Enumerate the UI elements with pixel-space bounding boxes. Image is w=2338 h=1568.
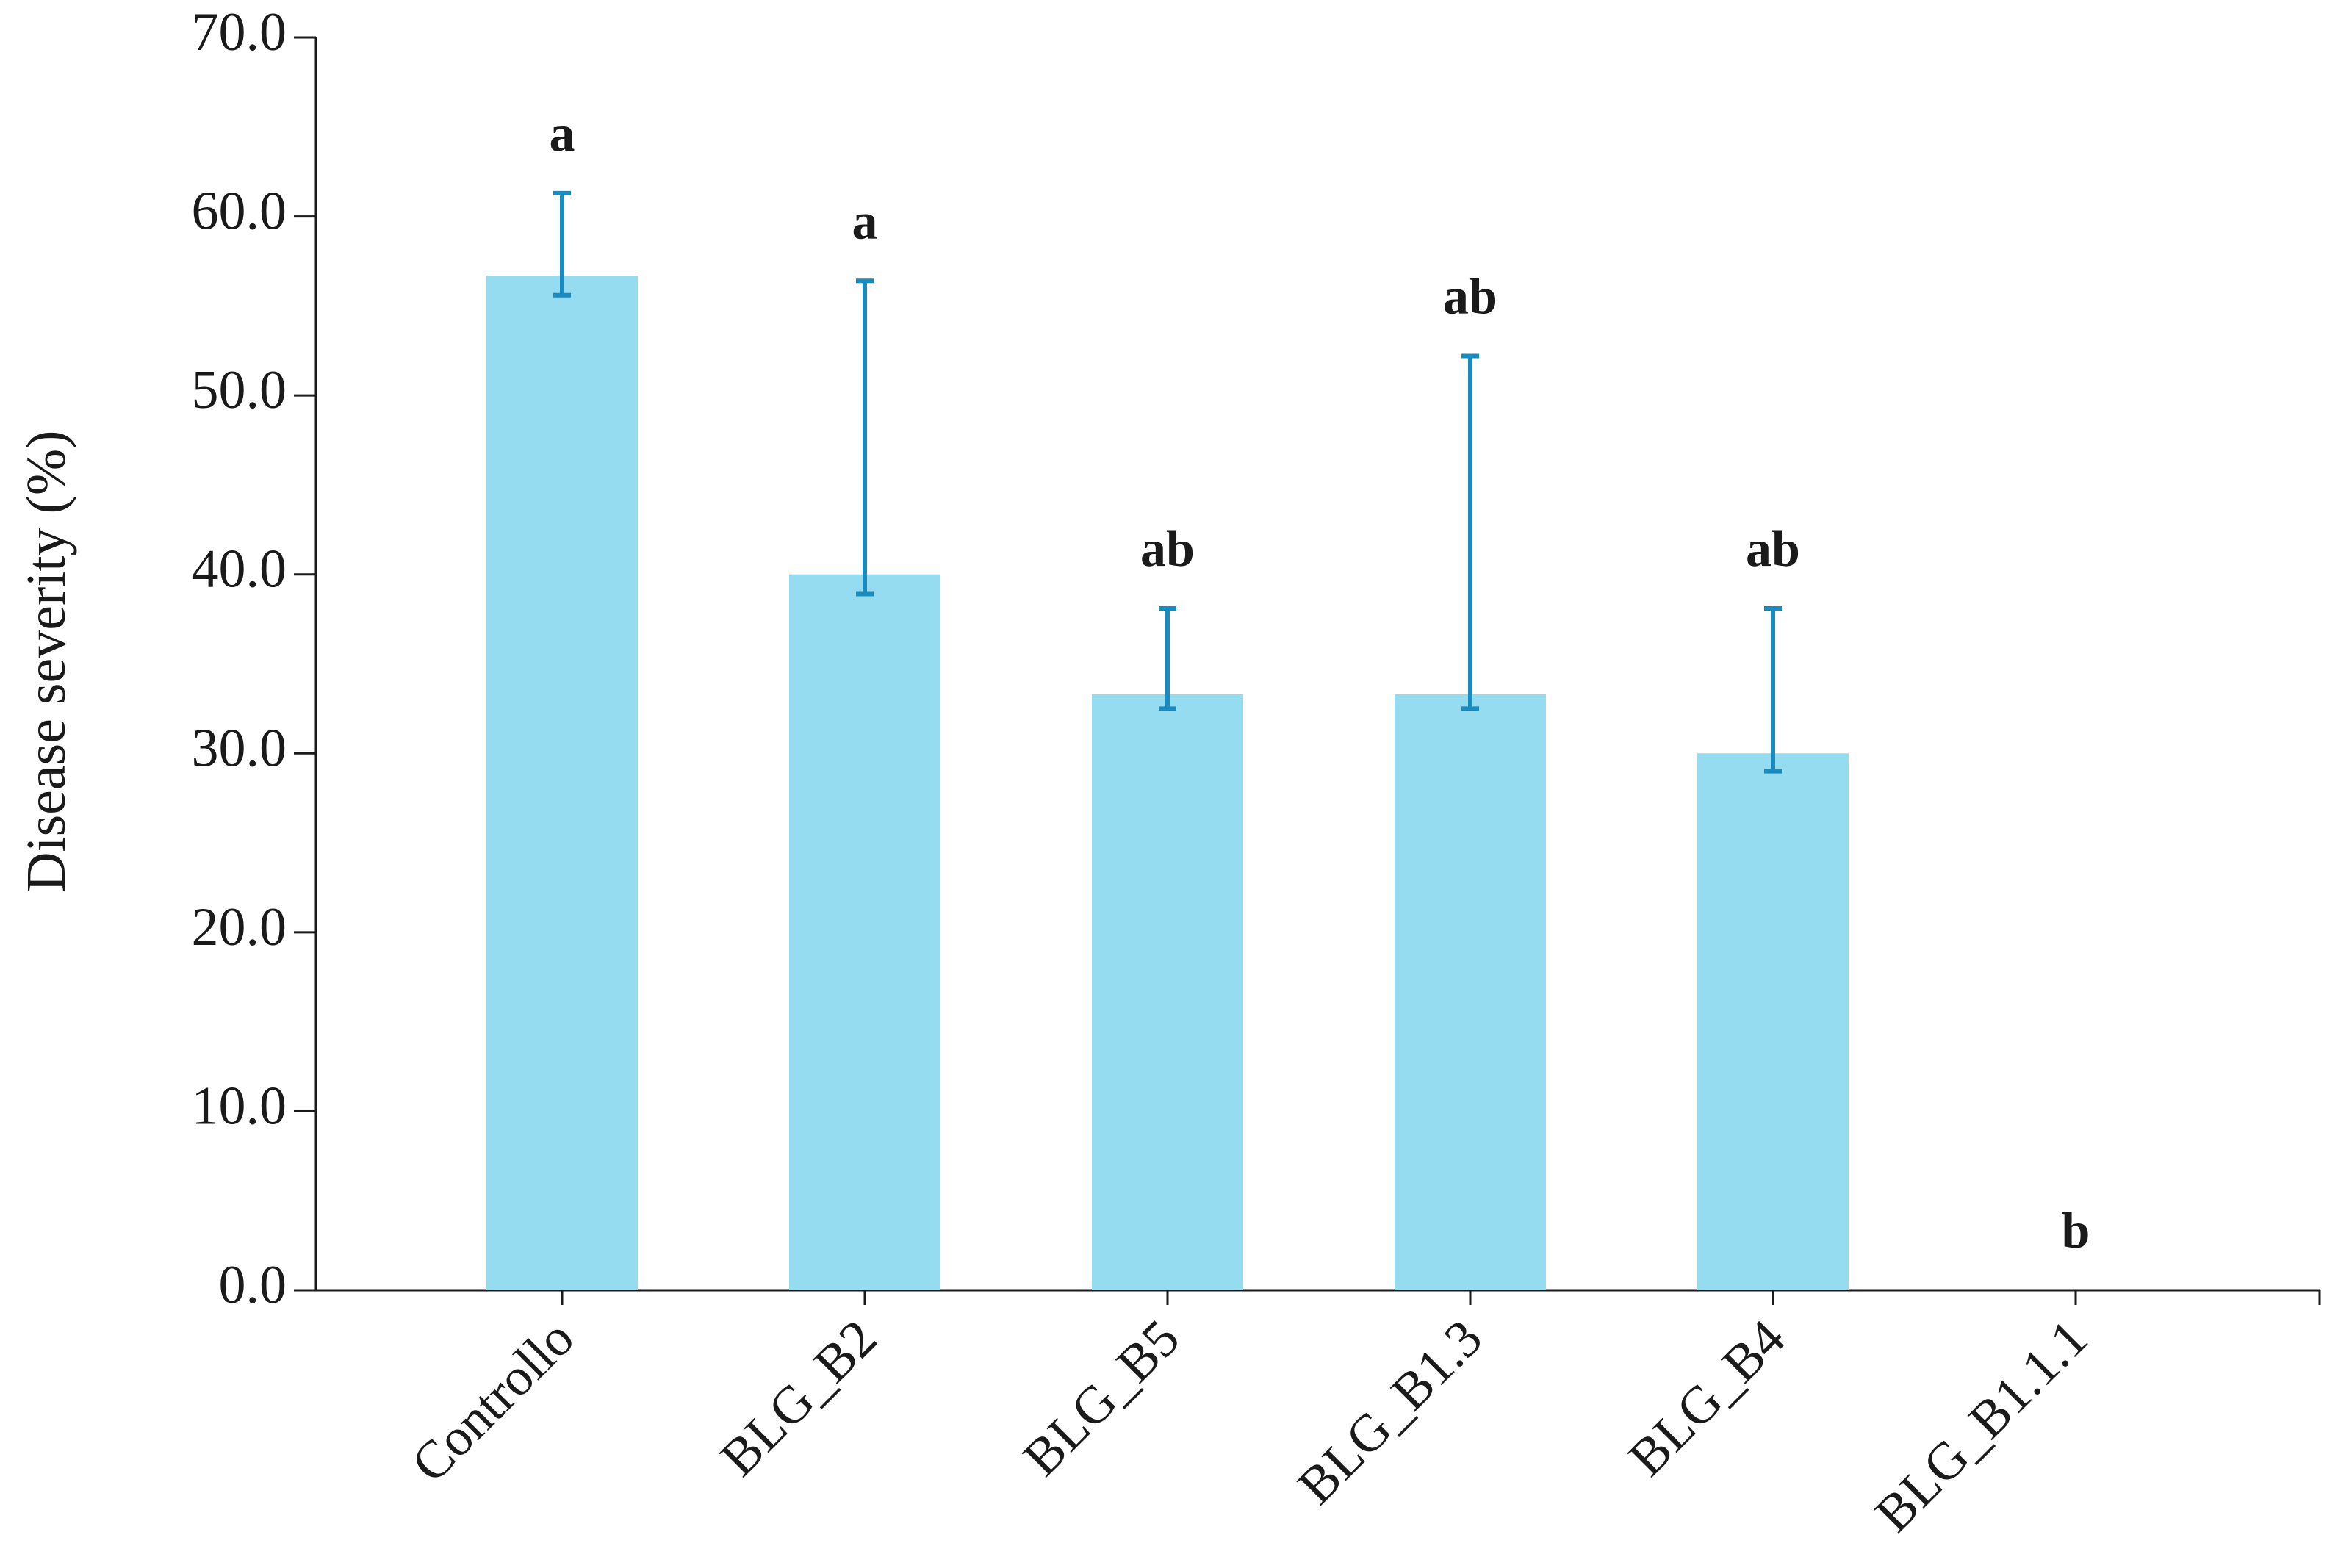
bar: [1697, 753, 1849, 1290]
y-tick-label: 20.0: [192, 897, 287, 957]
error-bar: [553, 190, 571, 298]
significance-label: ab: [1443, 269, 1497, 326]
error-bar: [1461, 353, 1479, 711]
bar: [1395, 694, 1546, 1290]
x-tick-label: BLG_B4: [1617, 1309, 1796, 1487]
x-tick-label: BLG_B1.3: [1287, 1309, 1493, 1515]
y-tick-label: 40.0: [192, 539, 287, 600]
x-tick-label: BLG_B5: [1012, 1309, 1190, 1487]
y-tick-label: 50.0: [192, 360, 287, 420]
bar: [486, 275, 638, 1291]
error-bar: [1764, 605, 1782, 774]
y-axis-label: Disease severity (%): [15, 431, 77, 893]
y-tick-label: 10.0: [192, 1076, 287, 1136]
y-tick-label: 30.0: [192, 718, 287, 778]
error-bar: [856, 278, 874, 597]
bar: [1092, 694, 1243, 1290]
y-tick-label: 60.0: [192, 181, 287, 242]
y-tick-label: 0.0: [219, 1255, 287, 1315]
significance-label: a: [852, 193, 878, 250]
x-tick-label: BLG_B1.1.1: [1864, 1309, 2099, 1544]
x-tick-label: BLG_B2: [709, 1309, 888, 1487]
significance-label: ab: [1140, 521, 1195, 578]
bar: [789, 574, 940, 1290]
significance-label: ab: [1746, 521, 1800, 578]
significance-label: b: [2062, 1203, 2090, 1259]
error-bar: [1159, 605, 1176, 711]
x-tick-label: Controllo: [400, 1309, 586, 1494]
y-tick-label: 70.0: [192, 2, 287, 62]
significance-label: a: [550, 106, 575, 162]
